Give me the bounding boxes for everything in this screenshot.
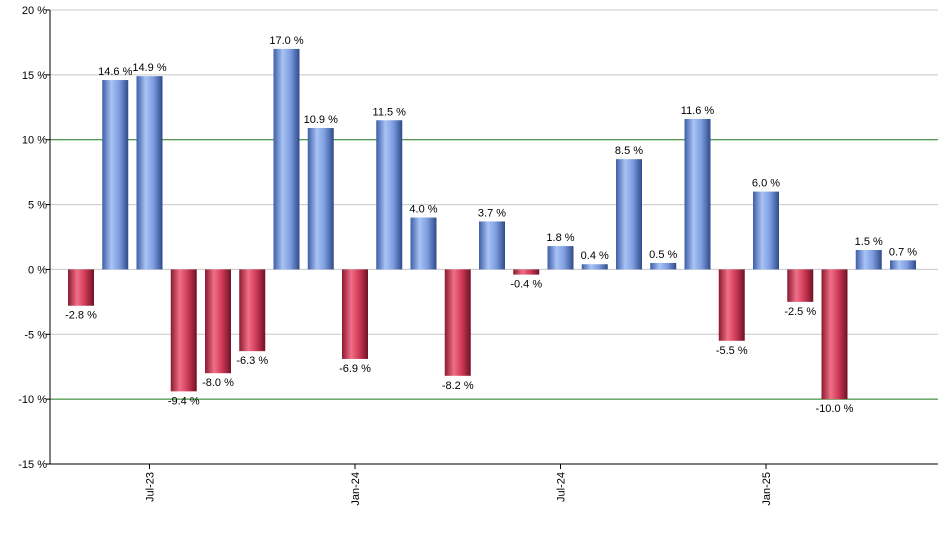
bar-positive: [376, 120, 403, 270]
y-tick-label: 0 %: [28, 264, 47, 276]
bar-positive: [855, 249, 882, 270]
data-label: 11.6 %: [681, 105, 715, 117]
data-label: 1.8 %: [546, 232, 574, 244]
data-label: 14.6 %: [98, 66, 132, 78]
x-tick-label: Jan-24: [350, 472, 362, 506]
reference-lines: [50, 139, 938, 400]
data-label: -10.0 %: [816, 403, 854, 415]
bar-positive: [581, 264, 608, 270]
bar-positive: [650, 262, 677, 270]
data-label: 8.5 %: [615, 145, 643, 157]
bar-negative: [170, 269, 197, 392]
data-label: 17.0 %: [269, 35, 303, 47]
data-label: -2.8 %: [65, 310, 97, 322]
bar-negative: [239, 269, 266, 352]
y-tick-label: 20 %: [22, 5, 47, 17]
data-label: -9.4 %: [168, 395, 200, 407]
bar-positive: [102, 80, 129, 270]
data-label: 4.0 %: [409, 204, 437, 216]
data-label: 1.5 %: [855, 236, 883, 248]
bar-negative: [513, 269, 540, 275]
x-tick-label: Jul-24: [556, 472, 568, 502]
y-tick-label: 15 %: [22, 70, 47, 82]
x-tick-labels: Jul-23 Jan-24 Jul-24 Jan-25: [145, 472, 774, 506]
y-tick-label: -15 %: [18, 459, 47, 471]
bar-negative: [821, 269, 848, 400]
y-tick-labels: -15 % -10 % -5 % 0 % 5 % 10 % 15 % 20 %: [18, 5, 47, 471]
data-label: 0.7 %: [889, 246, 917, 258]
bar-positive: [410, 217, 437, 270]
bars: [68, 48, 916, 400]
data-label: 0.4 %: [581, 250, 609, 262]
bar-negative: [342, 269, 368, 359]
bar-positive: [479, 221, 505, 270]
bar-positive: [684, 118, 711, 270]
bar-positive: [136, 76, 163, 270]
y-tick-label: -10 %: [18, 394, 47, 406]
data-label: 3.7 %: [478, 207, 506, 219]
bar-negative: [718, 269, 745, 341]
data-label: 0.5 %: [649, 249, 677, 261]
bar-negative: [205, 269, 231, 374]
data-label: 14.9 %: [132, 62, 166, 74]
axes: [46, 9, 938, 469]
x-tick-label: Jan-25: [761, 472, 773, 506]
data-label: 10.9 %: [304, 114, 338, 126]
data-labels: -2.8 % 14.6 % 14.9 % -9.4 %-8.0 %-6.3 % 17.0…: [65, 35, 917, 415]
bar-positive: [753, 191, 779, 270]
bar-negative: [444, 269, 471, 376]
data-label: 11.5 %: [373, 106, 407, 118]
bar-negative: [68, 269, 94, 306]
x-tick-label: Jul-23: [145, 472, 157, 502]
y-tick-label: 10 %: [22, 135, 47, 147]
bar-positive: [616, 159, 642, 270]
data-label: 6.0 %: [752, 178, 780, 190]
y-tick-label: 5 %: [28, 200, 47, 212]
data-label: -5.5 %: [716, 345, 748, 357]
data-label: -2.5 %: [784, 306, 816, 318]
bar-positive: [547, 246, 574, 270]
bar-positive: [307, 128, 334, 270]
data-label: -8.0 %: [202, 377, 234, 389]
bar-negative: [787, 269, 814, 302]
bar-positive: [273, 48, 300, 270]
data-label: -6.9 %: [339, 363, 371, 375]
data-label: -6.3 %: [236, 355, 268, 367]
data-label: -0.4 %: [510, 279, 542, 291]
y-tick-label: -5 %: [24, 329, 47, 341]
data-label: -8.2 %: [442, 380, 474, 392]
bar-positive: [890, 260, 916, 270]
